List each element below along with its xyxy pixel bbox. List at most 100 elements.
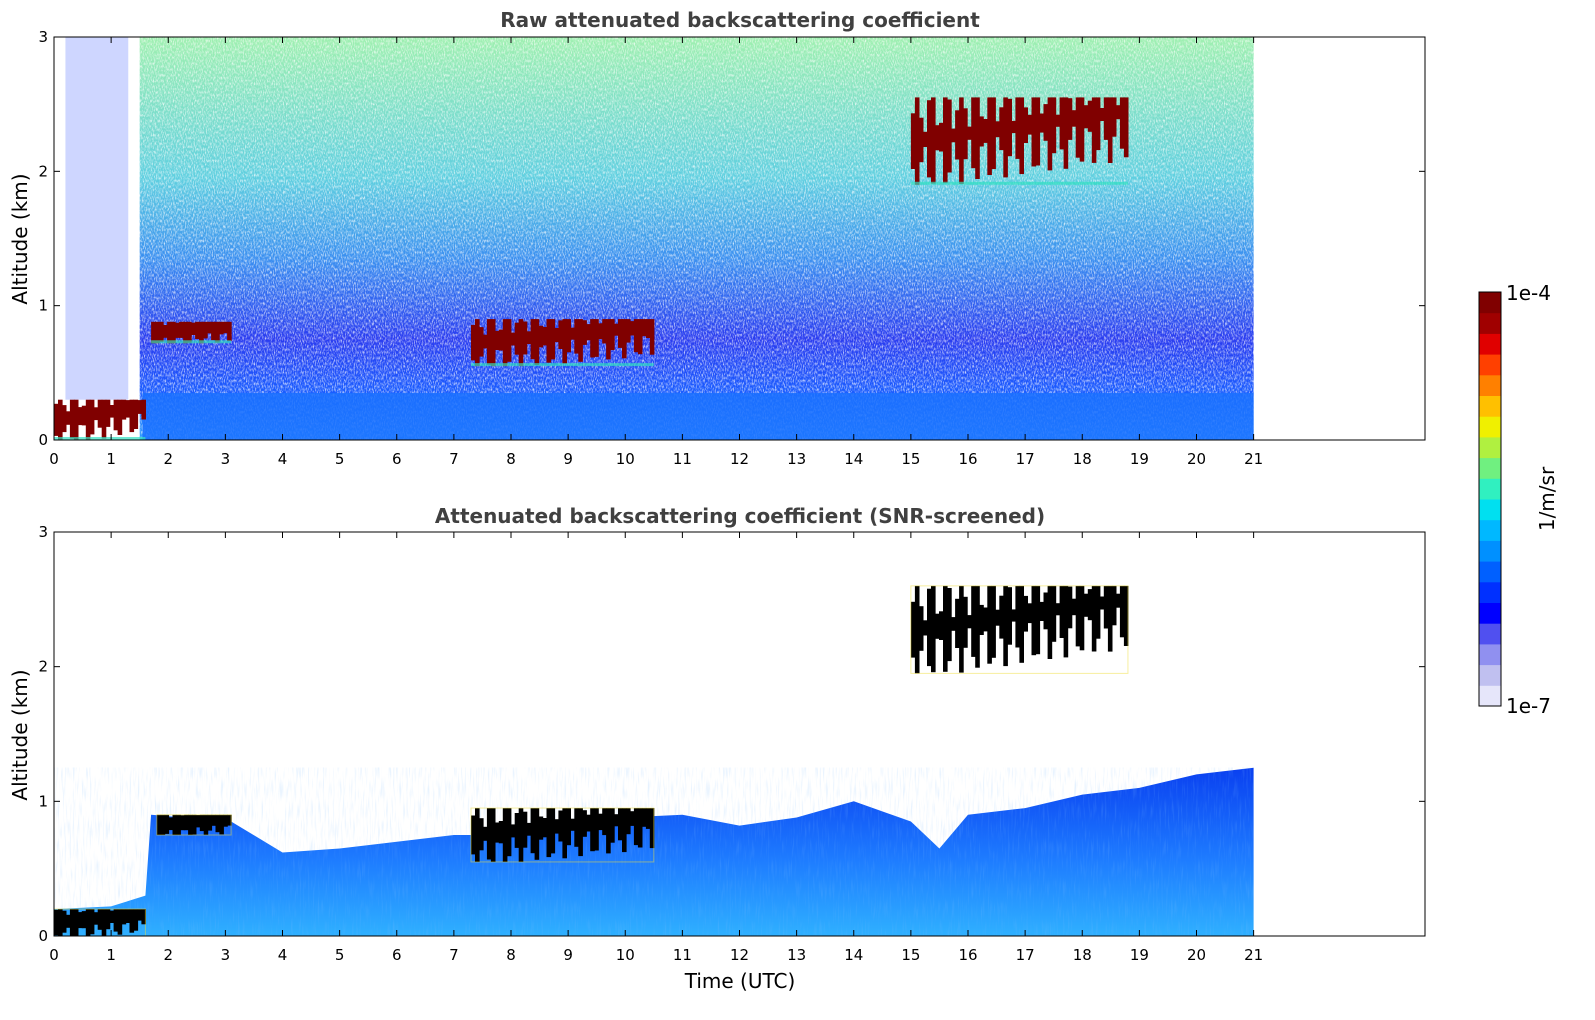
x-tick-label: 12 [730,450,749,468]
cloud-segment [1063,97,1069,169]
cloud-segment [97,399,103,428]
cloud-segment [971,97,976,169]
colorbar-swatch [1479,499,1501,521]
y-tick-label: 3 [38,523,48,541]
cloud-segment [979,604,984,635]
cloud-segment [125,909,131,923]
x-tick-label: 8 [506,946,516,964]
colorbar-swatch [1479,602,1501,624]
cloud-segment [574,319,579,354]
cloud-segment [914,585,920,674]
cloud-segment [211,321,216,341]
cloud-segment [471,324,476,361]
cloud-edge [471,363,654,367]
cloud-segment [156,814,162,835]
cloud-layer [910,585,1129,674]
x-tick-label: 20 [1187,450,1206,468]
cloud-segment [1023,595,1028,632]
cloud-segment [550,319,556,360]
cloud-segment [602,808,607,836]
cloud-segment [570,818,575,831]
x-tick-label: 16 [958,946,977,964]
cloud-segment [1107,585,1113,652]
cloud-segment [598,813,603,831]
cloud-segment [959,97,964,184]
cloud-segment [530,319,536,360]
colorbar-swatch [1479,685,1501,707]
cloud-segment [1095,585,1101,639]
cloud-segment [1059,585,1065,638]
x-tick-label: 11 [673,450,692,468]
x-tick-label: 20 [1187,946,1206,964]
cloud-segment [93,912,99,925]
cloud-segment [534,319,540,365]
cloud-segment [479,327,484,357]
cloud-segment [558,320,563,349]
colorbar-swatch [1479,478,1501,500]
cloud-segment [482,334,488,349]
cloud-segment [187,321,192,343]
x-tick-label: 7 [449,946,459,964]
cloud-segment [192,814,197,835]
cloud-segment [490,808,496,862]
cloud-segment [490,319,496,367]
cloud-segment [626,808,631,835]
cloud-segment [927,100,932,178]
cloud-segment [991,97,996,170]
x-tick-label: 10 [616,946,635,964]
cloud-segment [1003,585,1008,667]
cloud-segment [223,321,228,334]
cloud-segment [1111,97,1117,137]
cloud-segment [562,319,567,364]
cloud-segment [975,585,980,668]
x-tick-label: 0 [49,946,59,964]
cloud-segment [918,117,924,163]
colorbar-swatch [1479,354,1501,376]
cloud-segment [999,107,1004,151]
colorbar-swatch [1479,416,1501,438]
cloud-segment [626,319,631,343]
cloud-segment [995,121,1000,138]
cloud-edge [156,814,232,836]
cloud-segment [183,321,188,344]
cloud-segment [542,327,548,346]
cloud-segment [77,407,83,426]
cloud-segment [931,585,936,673]
cloud-segment [630,321,635,336]
cloud-segment [65,411,71,425]
cloud-segment [594,319,599,357]
cloud-segment [910,601,916,658]
cloud-segment [991,585,996,658]
plot-area [53,532,1425,937]
cloud-segment [219,321,224,335]
x-tick-label: 0 [49,450,59,468]
colorbar-swatch [1479,623,1501,645]
cloud-segment [927,588,932,667]
colorbar-swatch [1479,312,1501,334]
x-tick-label: 9 [563,946,573,964]
cloud-segment [971,585,976,657]
cloud-segment [199,321,204,344]
cloud-segment [649,319,655,355]
cloud-segment [586,324,591,341]
cloud-segment [195,815,201,828]
cloud-segment [526,331,532,344]
cloud-segment [963,596,968,648]
cloud-segment [510,824,516,838]
cloud-segment [522,321,528,355]
cloud-segment [538,816,544,840]
x-tick-label: 14 [844,946,863,964]
y-tick-label: 3 [38,28,48,46]
cloud-segment [959,585,964,673]
cloud-segment [1023,107,1028,143]
cloud-segment [1007,587,1012,645]
cloud-segment [943,97,948,184]
cloud-segment [641,808,647,827]
cloud-segment [188,814,193,835]
x-tick-label: 14 [844,450,863,468]
cloud-segment [494,822,500,843]
cloud-segment [498,821,504,844]
cloud-segment [81,405,87,426]
